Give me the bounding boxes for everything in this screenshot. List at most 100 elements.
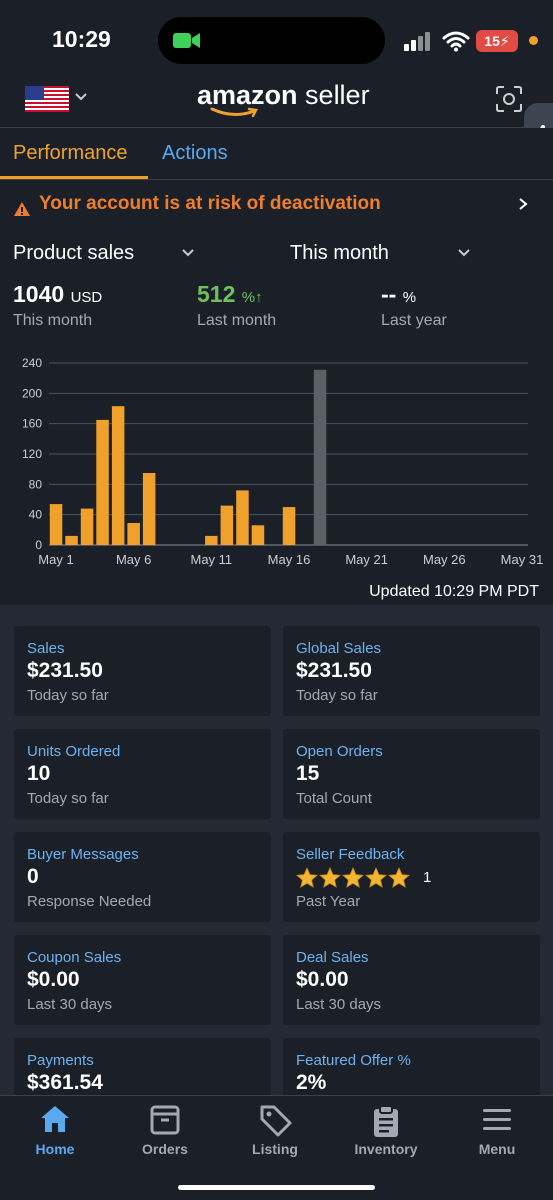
home-indicator [178,1185,375,1190]
nav-home[interactable]: Home [0,1096,110,1166]
card-buyer-messages[interactable]: Buyer Messages 0 Response Needed [14,832,271,922]
chevron-right-icon [519,198,528,210]
sales-bar-chart: 0 40 80 120 160 200 240 May 1 May 6 May 11 May 16 M… [22,356,544,567]
metric-cards-grid: Sales $231.50 Today so far Global Sales … [0,605,553,1095]
card-title: Featured Offer % [296,1052,411,1069]
card-title: Deal Sales [296,949,369,966]
nav-label: Inventory [354,1141,418,1157]
metric-unit: % [402,289,417,306]
card-title: Buyer Messages [27,846,139,863]
metric-label: Last month [197,312,277,329]
card-deal-sales[interactable]: Deal Sales $0.00 Last 30 days [283,935,540,1025]
account-risk-alert[interactable]: Your account is at risk of deactivation [0,180,553,226]
chevron-down-icon[interactable] [74,92,88,102]
card-value: $231.50 [296,659,372,682]
metric-last-year: -- % Last year [381,281,447,330]
app-header: amazon seller [0,80,553,128]
up-arrow-icon: ↑ [255,289,263,306]
x-tick-label: May 21 [345,552,388,567]
status-time: 10:29 [52,26,111,52]
card-units-ordered[interactable]: Units Ordered 10 Today so far [14,729,271,819]
star-icon [342,867,364,888]
metric-selector[interactable]: Product sales [13,242,135,264]
chart-bar [205,535,218,545]
metric-this-month: 1040 USD This month [13,281,102,330]
chart-bar [251,525,265,545]
card-title: Payments [27,1052,94,1069]
card-value: $0.00 [296,968,349,991]
period-selector[interactable]: This month [290,242,389,264]
metric-label: Last year [381,312,447,329]
star-rating [296,867,410,888]
card-payments[interactable]: Payments $361.54 [14,1038,271,1095]
tab-bar: Performance Actions [0,128,553,180]
card-open-orders[interactable]: Open Orders 15 Total Count [283,729,540,819]
card-title: Coupon Sales [27,949,122,966]
card-value: $361.54 [27,1071,103,1094]
status-icons: 15⚡ [404,28,544,54]
wifi-icon [442,31,470,52]
x-tick-label: May 1 [38,552,73,567]
chart-bar [111,406,125,545]
nav-label: Menu [478,1141,516,1157]
card-title: Sales [27,640,65,657]
x-tick-label: May 6 [116,552,151,567]
chart-bar [282,507,296,545]
nav-inventory[interactable]: Inventory [331,1096,441,1166]
x-tick-label: May 11 [190,552,232,567]
chart-bar [142,473,156,545]
star-icon [388,867,410,888]
chart-bar [313,369,327,545]
card-subtitle: Today so far [27,687,109,704]
y-tick-label: 120 [22,447,42,461]
star-icon [365,867,387,888]
card-title: Units Ordered [27,743,121,760]
metric-unit: % [241,289,256,306]
card-global-sales[interactable]: Global Sales $231.50 Today so far [283,626,540,716]
performance-panel: Your account is at risk of deactivation … [0,180,553,605]
clipboard-icon [374,1105,398,1137]
card-subtitle: Response Needed [27,893,152,910]
scan-camera-icon[interactable] [496,86,522,112]
card-subtitle: Last 30 days [27,996,113,1013]
card-sales[interactable]: Sales $231.50 Today so far [14,626,271,716]
metric-unit: USD [70,289,103,306]
metric-last-month: 512 %↑ Last month [197,281,276,330]
dynamic-island [158,17,385,64]
card-value: 10 [27,762,51,785]
card-subtitle: Last 30 days [296,996,382,1013]
y-tick-label: 80 [29,477,43,491]
card-seller-feedback[interactable]: Seller Feedback 1 Past Year [283,832,540,922]
nav-orders[interactable]: Orders [110,1096,220,1166]
card-subtitle: Past Year [296,893,361,910]
chevron-down-icon[interactable] [457,248,471,258]
warning-icon [14,202,30,216]
feedback-count: 1 [423,869,432,886]
card-title: Global Sales [296,640,382,657]
chart-bar [80,508,94,545]
chart-bar [127,523,140,545]
card-coupon-sales[interactable]: Coupon Sales $0.00 Last 30 days [14,935,271,1025]
nav-listing[interactable]: Listing [220,1096,330,1166]
card-title: Seller Feedback [296,846,405,863]
star-icon [319,867,341,888]
chart-bar [236,490,249,545]
orders-box-icon [150,1105,180,1135]
card-featured-offer[interactable]: Featured Offer % 2% [283,1038,540,1095]
chart-bar [49,504,63,545]
tab-performance[interactable]: Performance [13,142,128,164]
hamburger-menu-icon [483,1109,511,1130]
us-flag-icon[interactable] [25,86,69,112]
y-tick-label: 240 [22,356,42,370]
status-bar: 10:29 15⚡ [0,0,553,80]
battery-icon: 15⚡ [476,30,518,52]
chevron-down-icon[interactable] [181,248,195,258]
metric-value: -- [381,281,397,307]
amazon-smile-icon [210,107,258,118]
nav-menu[interactable]: Menu [442,1096,552,1166]
tab-actions[interactable]: Actions [162,142,228,164]
amazon-seller-logo: amazon seller [197,80,370,110]
metric-value: 512 [197,281,236,307]
card-value: 15 [296,762,320,785]
x-tick-label: May 31 [501,552,544,567]
